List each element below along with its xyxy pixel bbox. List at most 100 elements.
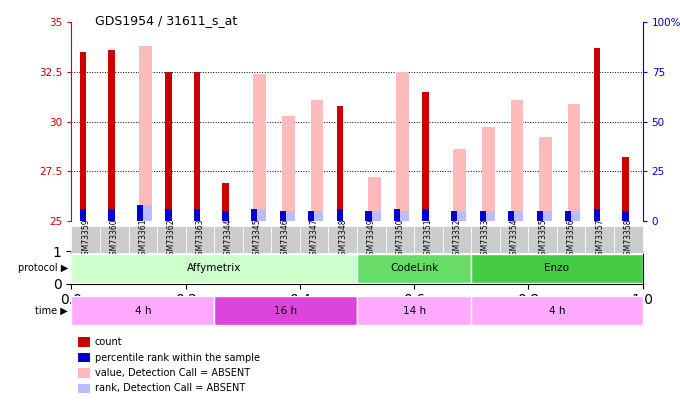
Bar [508, 211, 514, 221]
Bar [394, 209, 400, 221]
Bar [137, 205, 143, 221]
Bar [568, 104, 581, 221]
Bar [479, 211, 486, 221]
Text: percentile rank within the sample: percentile rank within the sample [95, 353, 260, 362]
Bar [129, 226, 157, 253]
Text: 4 h: 4 h [135, 306, 151, 316]
Bar [557, 226, 585, 253]
Text: GSM73360: GSM73360 [109, 219, 119, 260]
Text: GSM73349: GSM73349 [367, 219, 376, 260]
Text: CodeLink: CodeLink [390, 263, 438, 273]
Bar [282, 211, 295, 221]
Bar [454, 149, 466, 221]
Bar [594, 209, 600, 221]
Bar [471, 254, 643, 283]
Bar [537, 211, 543, 221]
Text: GSM73347: GSM73347 [309, 219, 319, 260]
Bar [454, 211, 466, 221]
Bar [622, 211, 628, 221]
Text: protocol ▶: protocol ▶ [18, 263, 68, 273]
Bar [279, 211, 286, 221]
Text: GSM73356: GSM73356 [566, 219, 576, 260]
Text: 4 h: 4 h [549, 306, 565, 316]
Bar [194, 72, 200, 221]
Bar [243, 226, 271, 253]
Bar [282, 115, 295, 221]
Text: GSM73354: GSM73354 [509, 219, 519, 260]
Text: GSM73357: GSM73357 [595, 219, 605, 260]
Text: count: count [95, 337, 122, 347]
Bar [157, 226, 186, 253]
Bar [139, 46, 152, 221]
Bar [585, 226, 614, 253]
Bar [71, 296, 214, 326]
Text: Affymetrix: Affymetrix [187, 263, 241, 273]
Text: GSM73363: GSM73363 [195, 219, 205, 260]
Bar [308, 211, 314, 221]
Bar [300, 226, 328, 253]
Bar [539, 211, 552, 221]
Bar [311, 100, 324, 221]
Text: value, Detection Call = ABSENT: value, Detection Call = ABSENT [95, 368, 250, 378]
Text: GSM73355: GSM73355 [538, 219, 547, 260]
Text: GSM73345: GSM73345 [252, 219, 262, 260]
Bar [80, 52, 86, 221]
Text: 14 h: 14 h [403, 306, 426, 316]
Bar [539, 137, 552, 221]
Text: GSM73346: GSM73346 [281, 219, 290, 260]
Text: GSM73353: GSM73353 [481, 219, 490, 260]
Bar [139, 205, 152, 221]
Bar [511, 100, 524, 221]
Text: Enzo: Enzo [545, 263, 569, 273]
Bar [222, 211, 228, 221]
Bar [71, 226, 100, 253]
Bar [251, 209, 257, 221]
Bar [482, 211, 495, 221]
Bar [194, 209, 200, 221]
Bar [165, 209, 171, 221]
Bar [186, 226, 214, 253]
Bar [271, 226, 300, 253]
Text: GSM73348: GSM73348 [338, 219, 347, 260]
Bar [254, 209, 267, 221]
Bar [357, 226, 386, 253]
Bar [528, 226, 557, 253]
Bar [482, 128, 495, 221]
Text: GSM73350: GSM73350 [395, 219, 405, 260]
Bar [622, 157, 628, 221]
Bar [422, 92, 428, 221]
Bar [368, 177, 381, 221]
Text: time ▶: time ▶ [35, 306, 68, 316]
Bar [396, 72, 409, 221]
Text: rank, Detection Call = ABSENT: rank, Detection Call = ABSENT [95, 384, 245, 393]
Text: GSM73344: GSM73344 [224, 219, 233, 260]
Bar [471, 296, 643, 326]
Text: GSM73358: GSM73358 [624, 219, 633, 260]
Bar [311, 211, 324, 221]
Bar [565, 211, 571, 221]
Bar [337, 106, 343, 221]
Bar [594, 48, 600, 221]
Bar [396, 211, 409, 221]
Bar [386, 226, 414, 253]
Bar [108, 50, 114, 221]
Bar [451, 211, 457, 221]
Bar [511, 211, 524, 221]
Bar [108, 209, 114, 221]
Bar [357, 254, 471, 283]
Bar [337, 209, 343, 221]
Bar [500, 226, 528, 253]
Bar [365, 211, 371, 221]
Bar [222, 183, 228, 221]
Bar [214, 296, 357, 326]
Bar [357, 296, 471, 326]
Text: GSM73359: GSM73359 [81, 219, 90, 260]
Bar [254, 74, 267, 221]
Bar [368, 211, 381, 221]
Bar [165, 72, 171, 221]
Bar [328, 226, 357, 253]
Bar [422, 209, 428, 221]
Text: GSM73351: GSM73351 [424, 219, 433, 260]
Text: GSM73361: GSM73361 [138, 219, 148, 260]
Text: 16 h: 16 h [274, 306, 297, 316]
